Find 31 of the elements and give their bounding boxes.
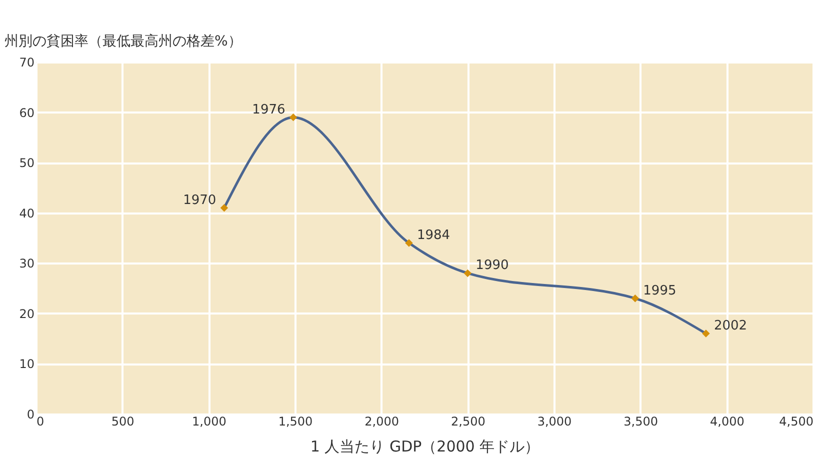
- x-tick-label: 3,000: [537, 414, 572, 428]
- x-tick-label: 2,000: [364, 414, 400, 428]
- point: [464, 269, 472, 278]
- annotation: 1976: [252, 102, 286, 118]
- annotation: 1970: [183, 192, 216, 208]
- point: [702, 330, 710, 338]
- y-tick-label: 40: [19, 206, 34, 220]
- point: [631, 294, 640, 302]
- x-tick-label: 2,500: [450, 414, 486, 428]
- x-tick-label: 4,500: [779, 414, 814, 428]
- x-tick-label: 3,500: [624, 414, 658, 428]
- x-tick-label: 0: [36, 414, 44, 428]
- y-tick-label: 50: [19, 156, 34, 170]
- y-tick-label: 20: [19, 306, 34, 321]
- point: [405, 239, 413, 247]
- annotation: 1995: [643, 283, 676, 298]
- point: [220, 204, 228, 212]
- x-axis-title: 1 人当たり GDP（2000 年ドル）: [310, 438, 540, 456]
- x-tick-label: 500: [111, 414, 134, 428]
- x-tick-label: 4,000: [710, 414, 744, 428]
- y-tick-label: 60: [19, 106, 34, 120]
- annotation: 2002: [714, 318, 748, 334]
- x-tick-label: 1,000: [192, 414, 226, 428]
- annotation: 1990: [476, 258, 509, 274]
- annotation: 1984: [416, 228, 450, 244]
- y-tick-label: 10: [19, 357, 34, 372]
- point: [289, 113, 298, 122]
- x-tick-label: 1,500: [278, 414, 313, 428]
- y-axis-title: 州別の貧困率（最低最高州の格差%）: [4, 34, 242, 50]
- y-tick-label: 30: [19, 256, 34, 271]
- y-tick-label: 70: [19, 56, 34, 70]
